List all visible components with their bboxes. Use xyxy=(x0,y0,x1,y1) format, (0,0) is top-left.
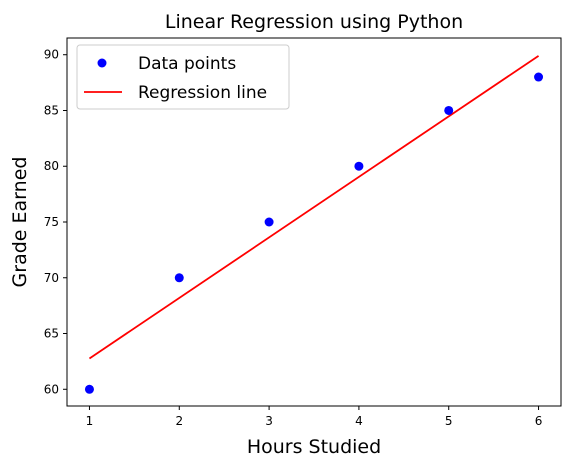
x-tick-label: 2 xyxy=(175,414,183,428)
data-point xyxy=(354,162,363,171)
legend-marker-data-points xyxy=(98,59,107,68)
y-tick-label: 80 xyxy=(44,159,59,173)
legend: Data points Regression line xyxy=(77,45,289,109)
legend-label: Regression line xyxy=(138,83,267,103)
x-tick-label: 5 xyxy=(445,414,453,428)
y-tick-label: 85 xyxy=(44,103,59,117)
x-axis-label: Hours Studied xyxy=(247,436,381,458)
x-tick-label: 1 xyxy=(86,414,94,428)
data-point xyxy=(444,106,453,115)
data-point xyxy=(265,218,274,227)
chart-title: Linear Regression using Python xyxy=(165,11,463,33)
x-tick-label: 3 xyxy=(265,414,273,428)
y-tick-label: 90 xyxy=(44,48,59,62)
y-axis-label: Grade Earned xyxy=(9,157,31,288)
data-point xyxy=(85,385,94,394)
data-point xyxy=(534,73,543,82)
y-tick-label: 60 xyxy=(44,382,59,396)
x-tick-label: 6 xyxy=(535,414,543,428)
y-tick-label: 70 xyxy=(44,271,59,285)
legend-label: Data points xyxy=(138,54,236,74)
y-tick-label: 65 xyxy=(44,327,59,341)
y-tick-label: 75 xyxy=(44,215,59,229)
x-tick-label: 4 xyxy=(355,414,363,428)
data-point xyxy=(175,273,184,282)
